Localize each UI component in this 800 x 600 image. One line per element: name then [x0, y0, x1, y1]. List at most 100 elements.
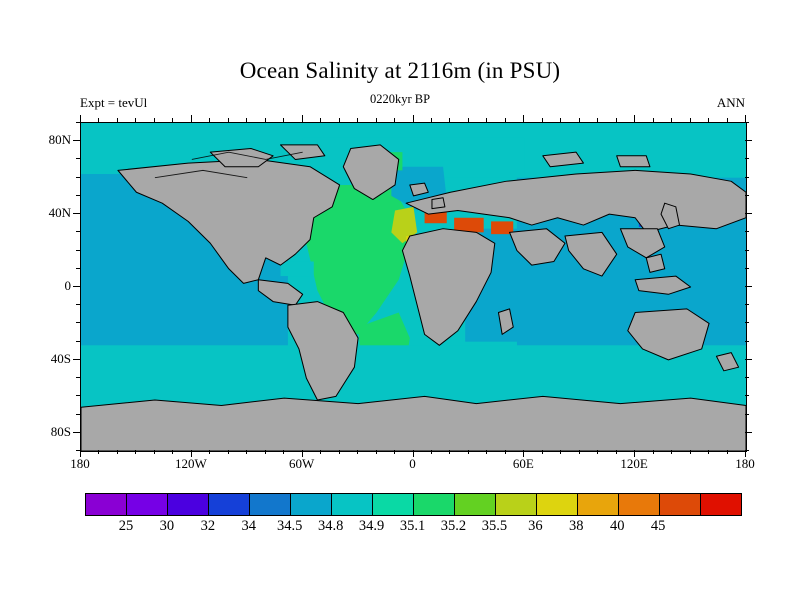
y-axis-tick-right: [745, 176, 749, 178]
colorbar-cell: [455, 494, 496, 515]
land-indonesia: [634, 275, 692, 295]
x-axis-tick-top: [412, 115, 414, 122]
x-axis-tick-top: [486, 118, 488, 122]
colorbar-cell: [496, 494, 537, 515]
y-axis-tick-right: [745, 413, 749, 415]
colorbar-cell: [86, 494, 127, 515]
ocean-north-atlantic-green: [306, 184, 410, 335]
colorbar-cell: [250, 494, 291, 515]
colorbar-tick-label: 35.1: [399, 518, 426, 534]
y-axis-tick-right: [745, 450, 749, 451]
colorbar-tick-label: 38: [569, 518, 584, 534]
x-axis-tick: [541, 450, 543, 454]
land-philippines: [645, 253, 666, 273]
y-axis-tick-right: [745, 340, 749, 342]
x-axis-tick: [227, 450, 229, 454]
x-axis-tick: [745, 450, 746, 457]
coastline-detail: [154, 151, 303, 179]
land-new-zealand: [715, 352, 740, 372]
y-axis-label: 40S: [50, 350, 71, 366]
x-axis-tick: [578, 450, 580, 454]
y-axis-tick: [76, 231, 80, 233]
land-antarctica: [81, 395, 746, 451]
y-axis-tick: [76, 249, 80, 251]
x-axis-tick: [80, 450, 81, 457]
x-axis-tick: [172, 450, 174, 454]
colorbar-cell: [619, 494, 660, 515]
x-axis-tick-top: [652, 118, 654, 122]
y-axis-tick: [76, 158, 80, 160]
x-axis-tick-top: [745, 115, 746, 122]
y-axis-tick: [76, 450, 80, 451]
figure-subtitle: 0220kyr BP: [369, 92, 431, 106]
y-axis-tick: [73, 213, 80, 215]
colorbar-cell: [332, 494, 373, 515]
colorbar-tick-label: 34.8: [317, 518, 344, 534]
x-axis-tick-top: [80, 115, 81, 122]
x-axis-tick: [597, 450, 599, 454]
colorbar-cell: [537, 494, 578, 515]
season-label: ANN: [716, 95, 745, 110]
colorbar-cell: [209, 494, 250, 515]
colorbar-tick-label: 25: [118, 518, 134, 534]
y-axis-tick: [76, 267, 80, 269]
x-axis-tick: [135, 450, 137, 454]
x-axis-label: 120E: [620, 456, 648, 471]
y-axis-tick: [73, 358, 80, 360]
land-british-isles: [431, 197, 446, 210]
colorbar-cell: [373, 494, 414, 515]
x-axis-tick-top: [338, 118, 340, 122]
y-axis-tick: [76, 413, 80, 415]
x-axis-tick-top: [153, 118, 155, 122]
x-axis-tick: [357, 450, 359, 454]
x-axis-tick: [504, 450, 506, 454]
x-axis-tick-top: [597, 118, 599, 122]
land-iceland: [409, 182, 429, 197]
x-axis-tick-top: [615, 118, 617, 122]
colorbar-cell: [578, 494, 619, 515]
y-axis-tick: [76, 340, 80, 342]
land-masses: [81, 144, 746, 451]
y-axis-tick-right: [745, 122, 749, 123]
land-south-america: [287, 301, 359, 401]
x-axis-tick-top: [116, 118, 118, 122]
x-axis-tick: [320, 450, 322, 454]
land-north-america: [117, 158, 341, 284]
y-axis-tick-right: [745, 358, 752, 360]
x-axis-tick: [283, 450, 285, 454]
x-axis-tick: [523, 450, 525, 457]
x-axis-tick-top: [135, 118, 137, 122]
x-axis-tick: [726, 450, 728, 454]
y-axis-tick-right: [745, 395, 749, 397]
colorbar-tick-label: 34.9: [358, 518, 385, 534]
y-axis-label: 80S: [50, 423, 71, 439]
x-axis-label: 180: [70, 456, 90, 471]
x-axis-tick: [615, 450, 617, 454]
land-arabia: [509, 228, 566, 266]
land-india: [564, 231, 618, 277]
x-axis-tick: [467, 450, 469, 454]
y-axis-tick: [76, 395, 80, 397]
x-axis-tick-top: [227, 118, 229, 122]
y-axis-label: 40N: [48, 205, 71, 221]
x-axis-tick: [671, 450, 673, 454]
x-axis-tick-top: [301, 115, 303, 122]
x-axis-tick-top: [98, 118, 100, 122]
x-axis-tick-top: [541, 118, 543, 122]
x-axis-tick-top: [708, 118, 710, 122]
land-africa: [401, 228, 496, 346]
colorbar-cell: [701, 494, 741, 515]
x-axis-tick-top: [689, 118, 691, 122]
y-axis-tick-right: [745, 286, 752, 287]
y-axis-tick-right: [745, 140, 752, 142]
x-axis-tick-top: [172, 118, 174, 122]
y-axis-tick-right: [745, 431, 752, 433]
y-axis-tick-right: [745, 267, 749, 269]
y-axis-tick-right: [745, 304, 749, 306]
ocean-iberian-shelf: [391, 206, 418, 244]
x-axis-tick: [412, 450, 414, 457]
y-axis-tick-right: [745, 158, 749, 160]
x-axis-tick-top: [449, 118, 451, 122]
y-axis-tick: [76, 377, 80, 379]
ocean-southern: [81, 345, 746, 408]
